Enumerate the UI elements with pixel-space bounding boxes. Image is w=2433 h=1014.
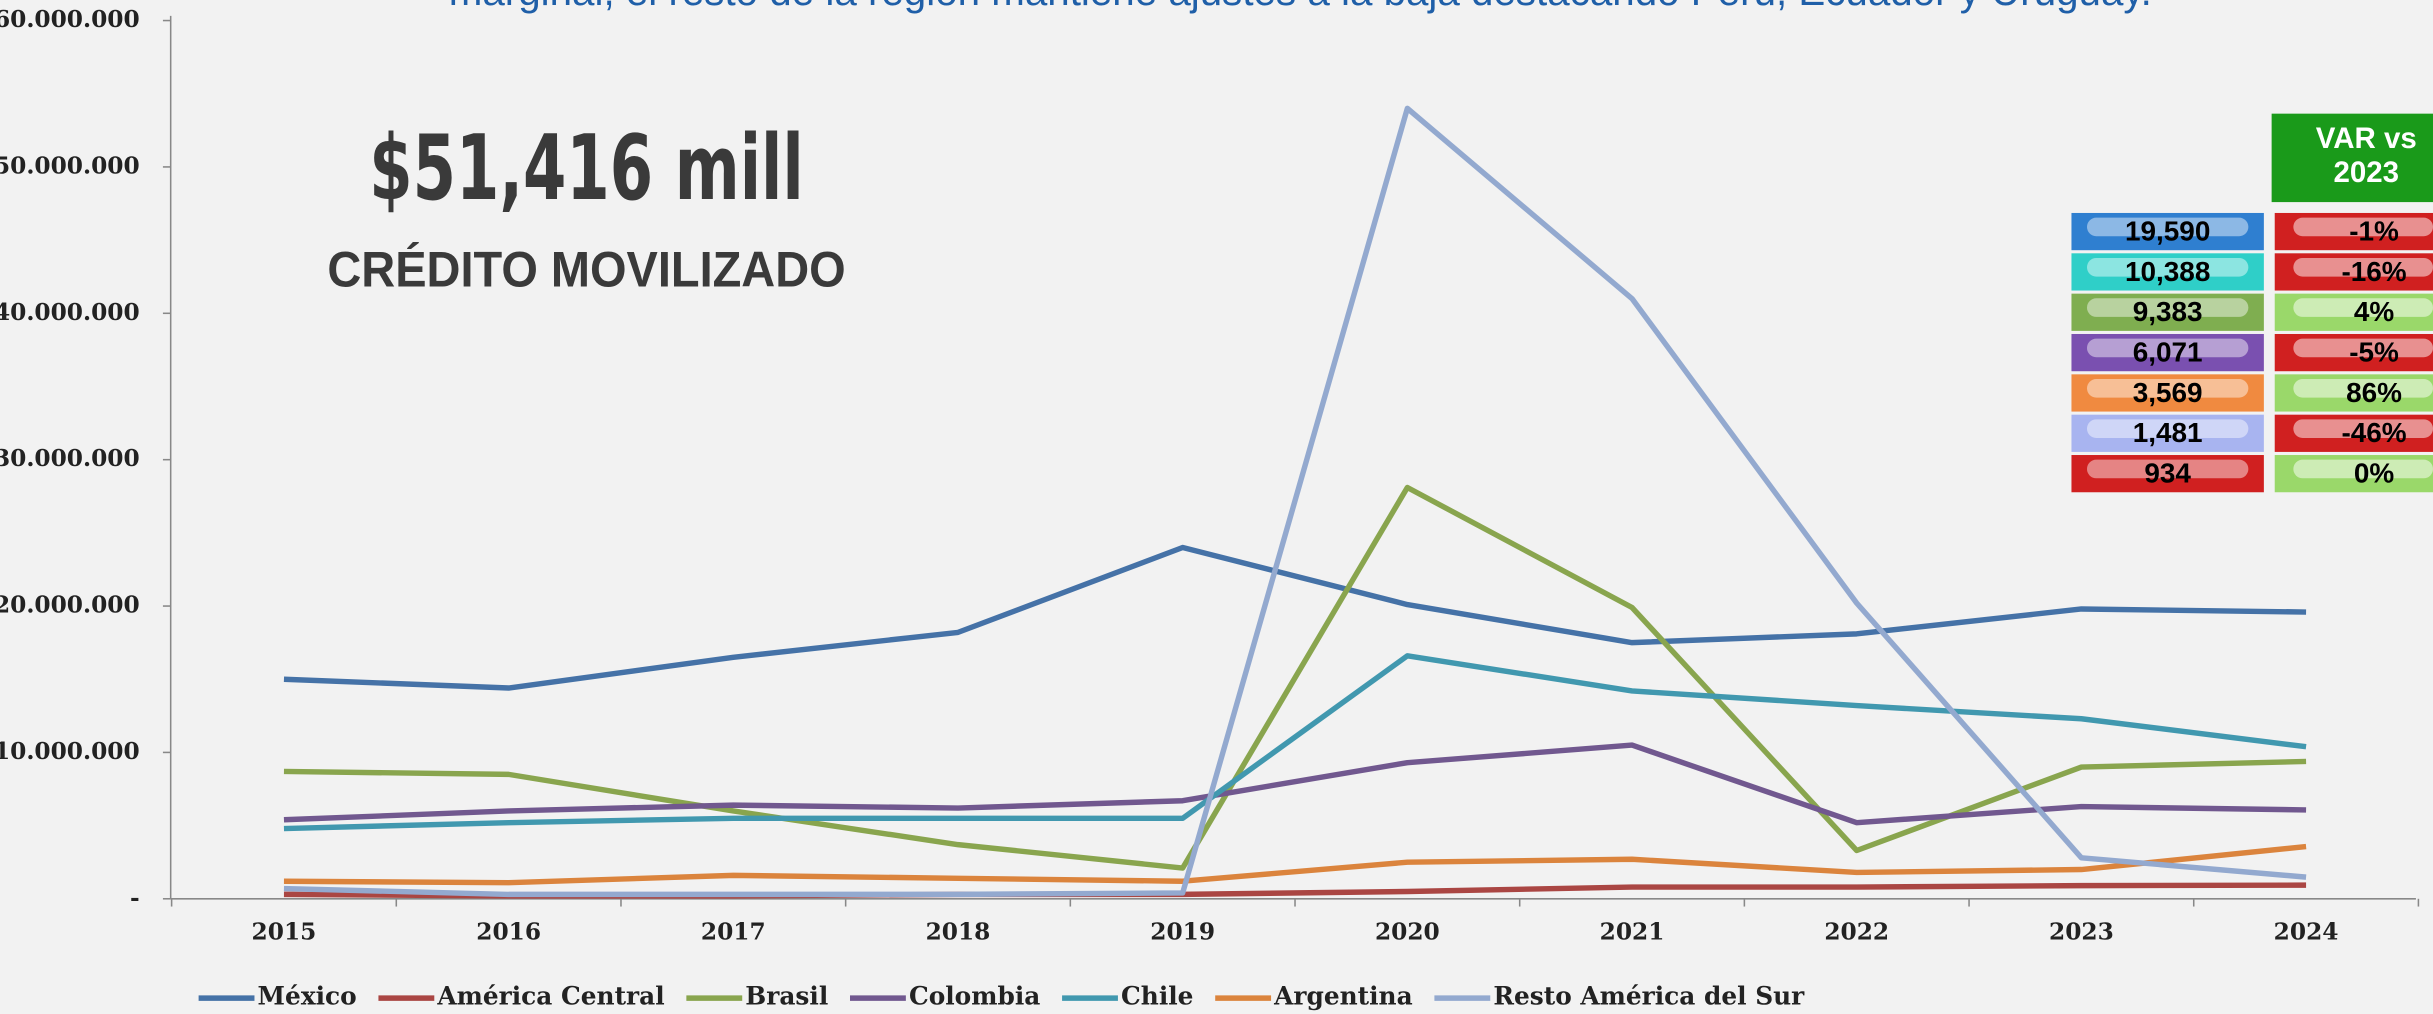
summary-value-gloss xyxy=(2086,378,2249,398)
summary-var: 4% xyxy=(2354,296,2395,327)
x-tick-label: 2016 xyxy=(476,918,541,945)
legend-label: México xyxy=(258,982,357,1011)
summary-value-cell xyxy=(2071,253,2264,291)
y-tick-label: 50.000.000 xyxy=(0,152,140,179)
legend-label: Argentina xyxy=(1273,982,1413,1011)
series-line xyxy=(283,484,2307,871)
legend-label: Chile xyxy=(1121,982,1193,1011)
summary-var: -5% xyxy=(2349,337,2399,368)
summary-var-gloss xyxy=(2293,378,2433,398)
series-line xyxy=(283,843,2307,886)
series-line xyxy=(283,653,2307,832)
summary-value-gloss xyxy=(2086,338,2249,358)
summary-var-gloss xyxy=(2293,257,2433,277)
summary-value-cell xyxy=(2071,293,2264,331)
summary-var: 0% xyxy=(2354,458,2395,489)
summary-value-gloss xyxy=(2086,298,2249,317)
summary-value-cell xyxy=(2071,455,2264,493)
legend-label: Brasil xyxy=(745,982,828,1011)
series-line xyxy=(283,105,2307,898)
summary-value-cell xyxy=(2071,374,2264,412)
summary-var-gloss xyxy=(2293,419,2433,438)
summary-var-gloss xyxy=(2293,298,2433,317)
summary-var: -1% xyxy=(2349,216,2399,247)
summary-value: 10,388 xyxy=(2125,256,2210,287)
y-tick-label: - xyxy=(130,884,140,911)
summary-var-gloss xyxy=(2293,459,2433,479)
summary-header-bg xyxy=(2271,113,2433,203)
summary-value: 19,590 xyxy=(2125,216,2210,247)
summary-value-cell xyxy=(2071,212,2264,251)
chart-title: marginal, el resto de la región mantiene… xyxy=(449,0,2152,14)
legend-label: Resto América del Sur xyxy=(1493,982,1805,1011)
x-tick-label: 2022 xyxy=(1824,918,1889,945)
x-tick-label: 2021 xyxy=(1600,918,1665,945)
summary-value-cell xyxy=(2071,333,2264,372)
summary-value-gloss xyxy=(2086,419,2249,438)
headline: $51,416 mill xyxy=(369,116,803,221)
summary-value: 6,071 xyxy=(2133,337,2203,368)
y-tick-label: 20.000.000 xyxy=(0,592,140,619)
summary-value-gloss xyxy=(2086,257,2249,277)
summary-value: 3,569 xyxy=(2133,377,2203,408)
legend-label: Colombia xyxy=(909,982,1040,1011)
x-tick-label: 2020 xyxy=(1375,918,1440,945)
x-tick-label: 2015 xyxy=(252,918,317,945)
y-tick-label: 10.000.000 xyxy=(0,738,140,765)
summary-value: 934 xyxy=(2144,458,2191,489)
series-line xyxy=(283,742,2307,826)
series-line xyxy=(283,544,2307,691)
summary-value: 9,383 xyxy=(2133,296,2203,327)
summary-value-cell xyxy=(2071,414,2264,452)
y-tick-label: 30.000.000 xyxy=(0,445,140,472)
summary-var: -16% xyxy=(2341,256,2406,287)
x-tick-label: 2024 xyxy=(2274,918,2339,945)
summary-value: 1,481 xyxy=(2133,417,2203,448)
subheadline: CRÉDITO MOVILIZADO xyxy=(327,242,845,298)
y-tick-label: 40.000.000 xyxy=(0,299,140,326)
summary-var-gloss xyxy=(2293,338,2433,358)
summary-var: -46% xyxy=(2341,417,2406,448)
x-tick-label: 2019 xyxy=(1150,918,1215,945)
summary-var: 86% xyxy=(2346,377,2402,408)
legend-label: América Central xyxy=(436,982,664,1011)
summary-header: 2023 xyxy=(2333,156,2399,189)
summary-value-gloss xyxy=(2086,459,2249,479)
x-tick-label: 2017 xyxy=(701,918,766,945)
summary-value-gloss xyxy=(2086,217,2249,237)
summary-var-gloss xyxy=(2293,217,2433,237)
x-tick-label: 2018 xyxy=(926,918,991,945)
y-tick-label: 60.000.000 xyxy=(0,6,140,33)
summary-header: VAR vs xyxy=(2316,122,2417,155)
x-tick-label: 2023 xyxy=(2049,918,2114,945)
